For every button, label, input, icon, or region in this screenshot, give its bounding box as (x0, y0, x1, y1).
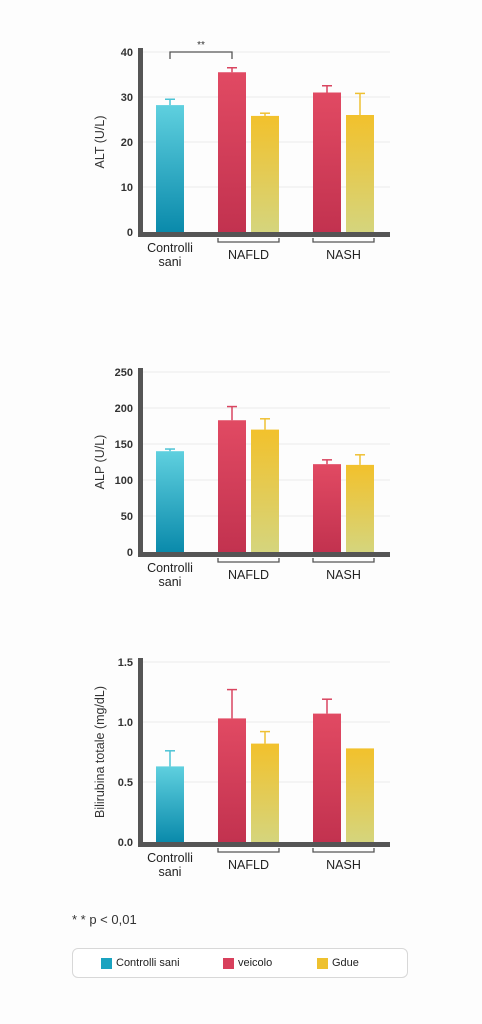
legend-item-controlli: Controlli sani (101, 957, 180, 969)
legend: Controlli sani veicolo Gdue (72, 948, 408, 978)
bracket-nafld (217, 558, 280, 563)
bracket-nafld (217, 848, 280, 853)
group-label-controls-2: sani (159, 575, 182, 589)
group-label-nafld: NAFLD (228, 248, 269, 262)
y-tick-label: 40 (121, 47, 133, 59)
legend-item-gdue: Gdue (317, 957, 359, 969)
bracket-nash (312, 238, 375, 243)
bracket-nafld (217, 238, 280, 243)
y-axis (138, 368, 143, 554)
y-axis-label: ALP (U/L) (93, 435, 107, 490)
significance-bracket (169, 51, 233, 59)
group-label-controls: Controlli (147, 561, 193, 575)
y-tick-label: 0.5 (118, 777, 133, 789)
bar-gdue (346, 748, 374, 842)
y-axis-label: Bilirubina totale (mg/dL) (93, 686, 107, 818)
legend-swatch-controlli (101, 957, 112, 969)
bar-gdue (346, 464, 374, 552)
y-tick-label: 0 (127, 547, 133, 559)
group-label-nash: NASH (326, 568, 361, 582)
bar-gdue (251, 429, 279, 552)
y-tick-label: 200 (115, 403, 133, 415)
y-axis (138, 48, 143, 234)
y-tick-label: 1.0 (118, 717, 133, 729)
group-label-controls-2: sani (159, 865, 182, 879)
y-tick-label: 1.5 (118, 657, 133, 669)
legend-swatch-veicolo (223, 957, 234, 969)
bar-controls (156, 451, 184, 552)
legend-swatch-gdue (317, 957, 328, 969)
group-label-controls: Controlli (147, 241, 193, 255)
bar-veicolo (218, 72, 246, 232)
bracket-nash (312, 848, 375, 853)
bilirubin-chart: 0.0 0.5 1.0 1.5 Bilirubina totale (mg/dL) Con… (93, 657, 390, 879)
group-label-nafld: NAFLD (228, 568, 269, 582)
bar-veicolo (313, 92, 341, 232)
y-tick-label: 30 (121, 92, 133, 104)
legend-label-controlli: Controlli sani (116, 957, 180, 969)
y-tick-label: 150 (115, 439, 133, 451)
y-tick-label: 0.0 (118, 837, 133, 849)
bracket-nash (312, 558, 375, 563)
bar-veicolo (218, 718, 246, 842)
bar-veicolo (218, 420, 246, 552)
y-tick-label: 50 (121, 511, 133, 523)
y-axis-label: ALT (U/L) (93, 115, 107, 168)
x-axis (138, 842, 390, 847)
bar-veicolo (313, 713, 341, 842)
y-tick-label: 250 (115, 367, 133, 379)
bar-gdue (346, 115, 374, 232)
y-tick-label: 0 (127, 227, 133, 239)
bar-controls (156, 105, 184, 232)
y-tick-label: 100 (115, 475, 133, 487)
legend-label-gdue: Gdue (332, 957, 359, 969)
bar-gdue (251, 743, 279, 842)
legend-label-veicolo: veicolo (238, 957, 273, 969)
bar-controls (156, 766, 184, 842)
y-tick-label: 10 (121, 182, 133, 194)
significance-label: ** (197, 40, 205, 51)
significance-footnote: * * p < 0,01 (72, 912, 137, 927)
x-axis (138, 552, 390, 557)
group-label-controls: Controlli (147, 851, 193, 865)
x-axis (138, 232, 390, 237)
bar-gdue (251, 115, 279, 232)
y-tick-label: 20 (121, 137, 133, 149)
group-label-nash: NASH (326, 248, 361, 262)
bar-veicolo (313, 464, 341, 552)
group-label-nash: NASH (326, 858, 361, 872)
legend-item-veicolo: veicolo (223, 957, 272, 969)
y-axis (138, 658, 143, 844)
group-label-nafld: NAFLD (228, 858, 269, 872)
group-label-controls-2: sani (159, 255, 182, 269)
